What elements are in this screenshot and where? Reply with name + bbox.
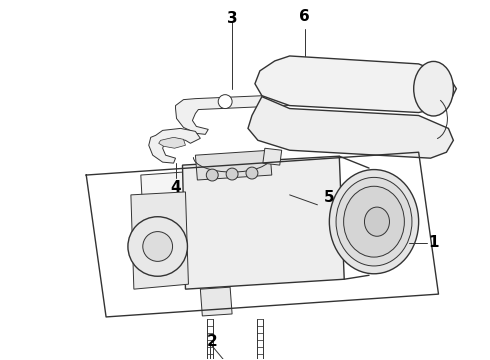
Circle shape <box>246 167 258 179</box>
Polygon shape <box>149 129 200 163</box>
Polygon shape <box>263 148 282 165</box>
Polygon shape <box>182 156 344 289</box>
Polygon shape <box>200 287 232 316</box>
Circle shape <box>128 217 188 276</box>
Ellipse shape <box>329 170 418 274</box>
Text: 2: 2 <box>207 334 218 349</box>
Polygon shape <box>159 137 185 148</box>
Text: 3: 3 <box>227 11 238 26</box>
Ellipse shape <box>365 207 390 236</box>
Polygon shape <box>248 96 453 158</box>
Polygon shape <box>175 89 354 134</box>
Text: 6: 6 <box>299 9 310 24</box>
Polygon shape <box>141 168 242 213</box>
Circle shape <box>218 95 232 109</box>
Circle shape <box>226 168 238 180</box>
Text: 5: 5 <box>324 190 335 205</box>
Polygon shape <box>196 150 272 180</box>
Circle shape <box>143 231 172 261</box>
Polygon shape <box>255 56 456 113</box>
Circle shape <box>206 169 218 181</box>
Polygon shape <box>131 192 189 289</box>
Text: 4: 4 <box>170 180 181 195</box>
Ellipse shape <box>414 62 453 116</box>
Ellipse shape <box>336 177 412 266</box>
Text: 1: 1 <box>428 235 439 250</box>
Ellipse shape <box>343 186 404 257</box>
